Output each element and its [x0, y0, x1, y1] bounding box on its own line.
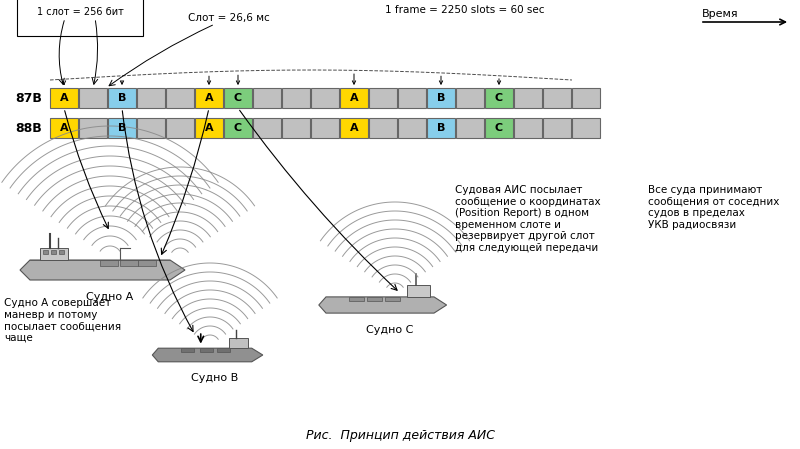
Bar	[224, 88, 252, 108]
Bar	[138, 260, 156, 266]
Text: C: C	[234, 93, 242, 103]
Text: B: B	[118, 123, 126, 133]
Text: A: A	[60, 123, 68, 133]
Bar	[543, 118, 571, 138]
Bar	[51, 250, 56, 254]
Bar	[543, 88, 571, 108]
Bar	[100, 260, 118, 266]
Text: Судно В: Судно В	[191, 373, 238, 383]
Bar	[456, 88, 484, 108]
Bar	[137, 88, 165, 108]
Bar	[166, 118, 194, 138]
Bar	[311, 118, 339, 138]
Bar	[572, 118, 600, 138]
Bar	[350, 297, 364, 301]
Text: 87В: 87В	[15, 92, 42, 105]
Bar	[386, 297, 400, 301]
Text: A: A	[60, 93, 68, 103]
Bar	[369, 118, 397, 138]
Text: A: A	[205, 93, 214, 103]
Bar	[369, 88, 397, 108]
Bar	[166, 88, 194, 108]
Bar	[514, 118, 542, 138]
Bar	[282, 118, 310, 138]
Bar	[253, 118, 281, 138]
Bar	[137, 118, 165, 138]
Text: Слот = 26,6 мс: Слот = 26,6 мс	[188, 13, 270, 23]
Bar	[485, 88, 513, 108]
Text: B: B	[118, 93, 126, 103]
Bar	[282, 88, 310, 108]
Bar	[407, 285, 430, 297]
Text: 88В: 88В	[15, 122, 42, 135]
Bar	[224, 118, 252, 138]
Bar	[456, 118, 484, 138]
Bar	[253, 88, 281, 108]
Bar	[398, 118, 426, 138]
Bar	[229, 338, 247, 348]
Bar	[181, 348, 194, 352]
Text: 1 frame = 2250 slots = 60 sec: 1 frame = 2250 slots = 60 sec	[385, 5, 545, 15]
Bar	[572, 88, 600, 108]
Polygon shape	[152, 348, 262, 362]
Bar	[195, 88, 223, 108]
Bar	[427, 118, 455, 138]
Bar	[120, 260, 138, 266]
Text: C: C	[495, 93, 503, 103]
Bar	[200, 348, 213, 352]
Bar	[50, 118, 78, 138]
Bar	[50, 88, 78, 108]
Bar	[59, 250, 64, 254]
Bar	[40, 248, 68, 260]
Bar	[340, 88, 368, 108]
Bar	[79, 88, 107, 108]
Bar	[195, 118, 223, 138]
Text: Рис.  Принцип действия АИС: Рис. Принцип действия АИС	[306, 428, 494, 441]
Bar	[108, 88, 136, 108]
Bar	[485, 118, 513, 138]
Text: 1 слот = 256 бит: 1 слот = 256 бит	[37, 7, 123, 17]
Text: B: B	[437, 123, 445, 133]
Text: C: C	[495, 123, 503, 133]
Polygon shape	[318, 297, 446, 313]
Text: A: A	[350, 123, 358, 133]
Text: A: A	[205, 123, 214, 133]
Text: Судовая АИС посылает
сообщение о координатах
(Position Report) в одном
временном: Судовая АИС посылает сообщение о координ…	[455, 185, 601, 253]
Bar	[79, 118, 107, 138]
Bar	[43, 250, 48, 254]
Bar	[217, 348, 230, 352]
Text: Судно А совершает
маневр и потому
посылает сообщения
чаще: Судно А совершает маневр и потому посыла…	[4, 298, 121, 343]
Text: Время: Время	[702, 9, 738, 19]
Text: A: A	[350, 93, 358, 103]
Bar	[311, 88, 339, 108]
Text: C: C	[234, 123, 242, 133]
Polygon shape	[20, 260, 185, 280]
Bar	[427, 88, 455, 108]
Bar	[398, 88, 426, 108]
Bar	[514, 88, 542, 108]
Bar	[108, 118, 136, 138]
Text: Судно С: Судно С	[366, 325, 414, 335]
Bar	[340, 118, 368, 138]
Bar	[367, 297, 382, 301]
Text: Все суда принимают
сообщения от соседних
судов в пределах
УКВ радиосвязи: Все суда принимают сообщения от соседних…	[648, 185, 779, 230]
Text: Судно А: Судно А	[86, 292, 134, 302]
Text: B: B	[437, 93, 445, 103]
